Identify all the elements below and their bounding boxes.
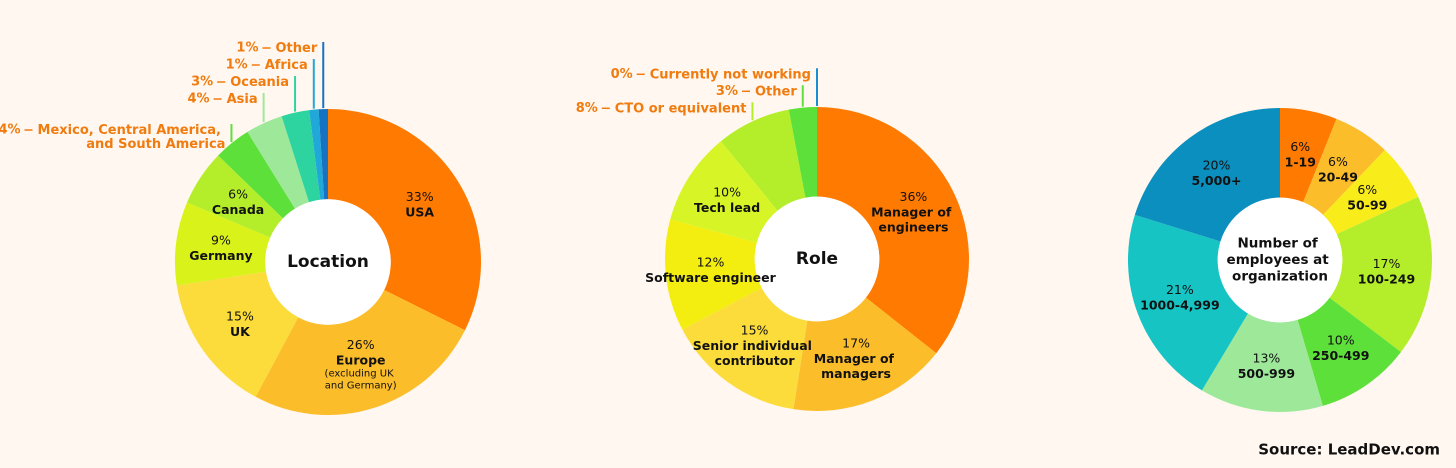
slice	[1323, 149, 1419, 235]
slice	[318, 109, 328, 200]
value-label: 36%	[900, 189, 928, 204]
annotation: (excluding UK and Germany)	[325, 368, 397, 391]
center-title: Number of employees at organization	[1227, 236, 1334, 285]
slice	[187, 155, 283, 238]
value-label: 15%	[226, 308, 254, 323]
category-label: 1000-4,999	[1140, 297, 1220, 312]
category-label: Tech lead	[694, 200, 760, 215]
slice	[328, 109, 481, 331]
category-label: 100-249	[1358, 271, 1415, 286]
category-label: Asia	[227, 92, 258, 107]
slice	[1297, 297, 1401, 406]
category-label: Manager of engineers	[871, 204, 956, 234]
category-label: Other	[276, 41, 318, 56]
value-label: 10%	[1327, 332, 1355, 347]
donut-hole	[1217, 197, 1343, 323]
category-label: Currently not working	[650, 67, 811, 82]
value-label: 6%	[1328, 154, 1348, 169]
value-label: 17%	[842, 335, 870, 350]
slice	[670, 141, 778, 243]
category-label: Europe	[336, 352, 386, 367]
slice	[665, 219, 762, 330]
value-label: 1%	[226, 58, 248, 73]
donut-chart: Number of employees at organization6%1-1…	[1128, 107, 1432, 413]
center-title: Role	[796, 249, 838, 269]
value-label: 12%	[697, 255, 725, 270]
slice	[1280, 108, 1337, 203]
slice	[176, 271, 299, 397]
category-label: 500-999	[1238, 365, 1295, 380]
value-label: 1%	[236, 41, 258, 56]
slice	[255, 289, 465, 415]
slice	[1329, 196, 1432, 353]
value-label: 13%	[1253, 350, 1281, 365]
value-label: 9%	[211, 233, 231, 248]
category-label: Germany	[189, 248, 252, 263]
category-label: Mexico, Central America, and South Ameri…	[38, 123, 226, 152]
donut-hole	[265, 199, 391, 325]
slice	[281, 110, 321, 203]
value-label: 4%	[0, 123, 21, 138]
donut-chart: Role 36%Manager of engineers 17%Manager of…	[576, 67, 969, 411]
category-label: UK	[230, 323, 251, 338]
source: Source: LeadDev.com	[1258, 441, 1440, 459]
category-label: Other	[755, 84, 797, 99]
donut-chart: Location 33%USA 26%Europe(excluding UK and…	[0, 41, 481, 415]
donut-hole	[754, 196, 880, 322]
value-label: 6%	[228, 186, 248, 201]
center-title: Location	[287, 252, 369, 272]
category-label: 20-49	[1318, 169, 1358, 184]
value-label: 8%	[576, 101, 598, 116]
value-label: 20%	[1203, 158, 1231, 173]
category-label: Manager of managers	[814, 350, 899, 380]
value-label: 10%	[713, 185, 741, 200]
slice	[309, 109, 325, 200]
category-label: 50-99	[1347, 197, 1387, 212]
value-label: 33%	[406, 189, 434, 204]
slice	[247, 116, 309, 209]
slice	[174, 202, 271, 286]
category-label: 250-499	[1312, 347, 1369, 362]
category-label: USA	[405, 204, 434, 219]
category-label: Senior individual contributor	[693, 338, 817, 368]
value-label: 17%	[1373, 256, 1401, 271]
slice	[720, 109, 806, 211]
value-label: 4%	[188, 92, 210, 107]
category-label: Canada	[212, 201, 264, 216]
value-label: 0%	[611, 67, 633, 82]
category-label: Africa	[265, 58, 308, 73]
slice	[788, 107, 817, 198]
slice	[682, 287, 808, 410]
slice	[218, 131, 295, 219]
value-label: 26%	[347, 337, 375, 352]
slice	[1303, 118, 1385, 215]
slice	[793, 297, 937, 411]
category-label: 5,000+	[1191, 173, 1241, 188]
slice	[1201, 313, 1323, 413]
category-label: CTO or equivalent	[615, 101, 747, 116]
slice	[1128, 214, 1248, 391]
value-label: 15%	[741, 323, 769, 338]
value-label: 21%	[1166, 282, 1194, 297]
value-label: 6%	[1357, 182, 1377, 197]
value-label: 3%	[191, 75, 213, 90]
value-label: 3%	[716, 84, 738, 99]
category-label: Oceania	[230, 75, 289, 90]
category-label: Software engineer	[645, 270, 776, 285]
category-label: 1-19	[1285, 154, 1316, 169]
slice	[1134, 107, 1280, 242]
value-label: 6%	[1290, 139, 1310, 154]
slice	[817, 107, 969, 354]
